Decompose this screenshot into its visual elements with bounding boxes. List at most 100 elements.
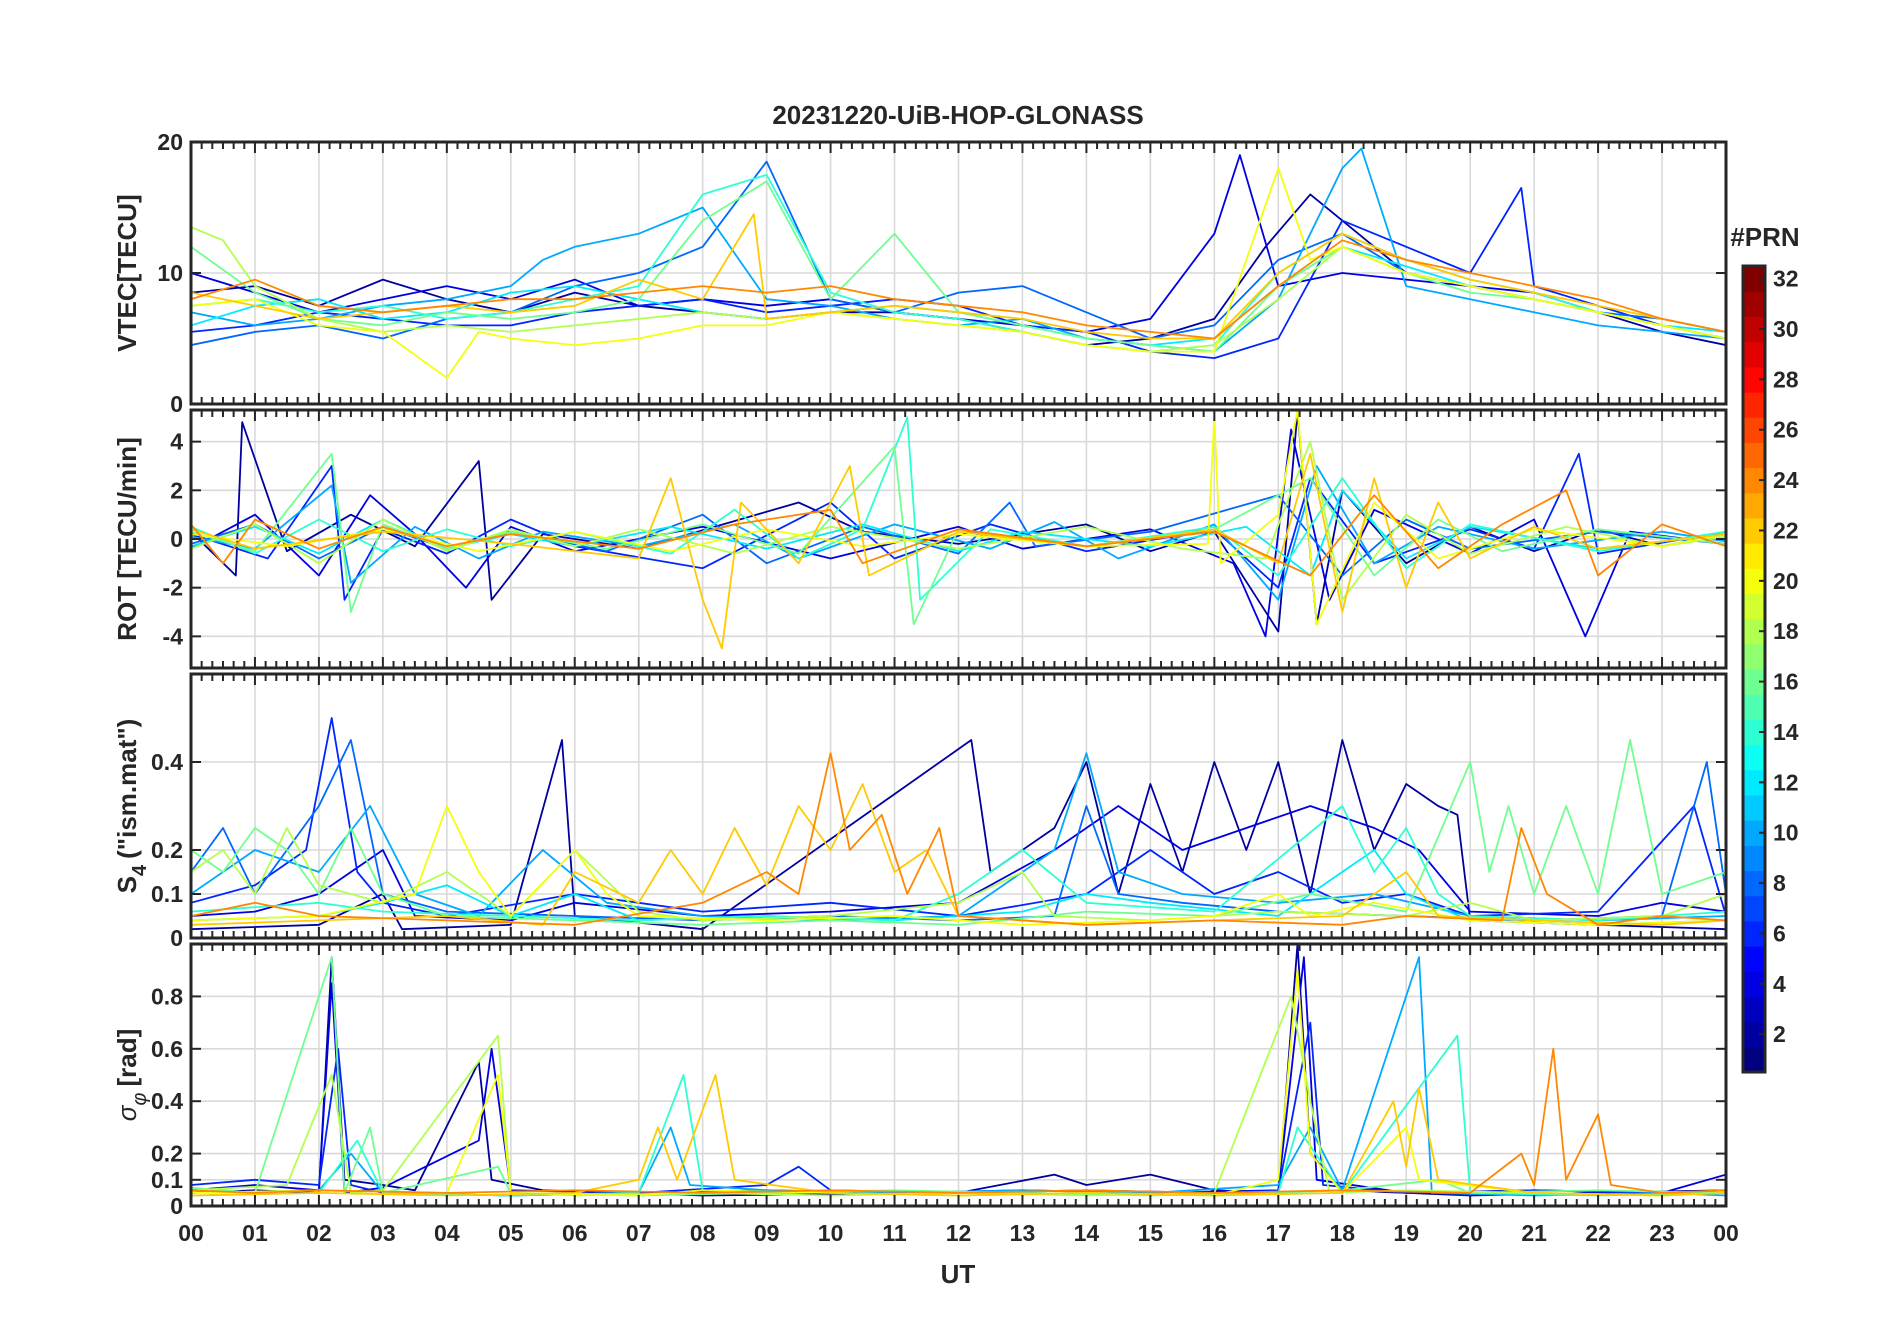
y-tick-label: 0.4: [151, 1088, 183, 1114]
colorbar-tick-label: 8: [1773, 870, 1786, 896]
colorbar-tick-label: 22: [1773, 517, 1799, 543]
y-tick-label: 0: [170, 1193, 183, 1219]
series-group-rot: [191, 410, 1726, 650]
y-axis-label-vtec: VTEC[TECU]: [112, 194, 142, 351]
panel-frame: [189, 942, 1728, 1208]
series-prn-14: [191, 805, 1726, 922]
x-tick-label: 07: [626, 1220, 652, 1246]
colorbar-band: [1743, 694, 1765, 720]
colorbar-band: [1743, 517, 1765, 544]
colorbar-band: [1743, 442, 1765, 469]
series-prn-22: [191, 452, 1726, 650]
colorbar-tick-label: 4: [1773, 971, 1786, 997]
colorbar-tick-label: 2: [1773, 1021, 1786, 1047]
y-label-rest: ("ism.mat"): [112, 719, 142, 859]
colorbar-band: [1743, 643, 1765, 670]
colorbar-tick-label: 20: [1773, 568, 1799, 594]
x-tick-label: 23: [1649, 1220, 1675, 1246]
colorbar-band: [1743, 794, 1765, 821]
grid-sigma: [191, 944, 1726, 1206]
colorbar-band: [1743, 744, 1765, 771]
x-tick-label: 12: [946, 1220, 972, 1246]
y-axis-label-sigma: σφ [rad]: [112, 1029, 151, 1122]
y-tick-label: 0.8: [151, 983, 183, 1009]
x-tick-label: 19: [1393, 1220, 1419, 1246]
series-prn-10: [191, 752, 1726, 922]
colorbar-band: [1743, 341, 1765, 368]
y-tick-label: 0.2: [151, 1141, 183, 1167]
panel-s4: 0 0.1 0.2 0.4 S4 ("ism.mat"): [112, 672, 1728, 951]
colorbar-frame: [1741, 264, 1767, 1074]
colorbar-band: [1743, 266, 1765, 292]
series-prn-16: [191, 739, 1726, 926]
y-tick-label: 0.2: [151, 837, 183, 863]
y-label-subscript: 4: [129, 864, 151, 876]
colorbar-band: [1743, 719, 1765, 746]
series-prn-2: [191, 739, 1726, 931]
series-prn-22: [191, 213, 1726, 340]
chart-title: 20231220-UiB-HOP-GLONASS: [772, 100, 1143, 130]
x-tick-label: 20: [1457, 1220, 1483, 1246]
x-tick-label: 00: [178, 1220, 204, 1246]
x-axis-label: UT: [941, 1259, 976, 1289]
colorbar-band: [1743, 568, 1765, 595]
y-axis-label-s4: S4 ("ism.mat"): [112, 719, 151, 894]
y-axis-label-rot: ROT [TECU/min]: [112, 437, 142, 641]
ticks-s4: [191, 674, 1726, 939]
x-tick-label: 00: [1713, 1220, 1739, 1246]
colorbar-tick-label: 6: [1773, 920, 1786, 946]
panel-rot: -4 -2 0 2 4 ROT [TECU/min]: [112, 408, 1728, 670]
x-tick-label: 10: [818, 1220, 844, 1246]
y-tick-label: 0.1: [151, 1167, 183, 1193]
y-label-main: S: [112, 876, 142, 893]
colorbar-tick-label: 32: [1773, 266, 1799, 292]
series-group-vtec: [191, 147, 1726, 379]
colorbar-tick-label: 14: [1773, 719, 1799, 745]
y-label-main: σ: [112, 1104, 142, 1121]
series-prn-20: [191, 167, 1726, 379]
colorbar-band: [1743, 316, 1765, 343]
y-tick-label: 0: [170, 391, 183, 417]
x-tick-label: 21: [1521, 1220, 1547, 1246]
panel-frame: [189, 408, 1728, 670]
colorbar-band: [1743, 920, 1765, 947]
series-prn-24: [191, 489, 1726, 577]
x-tick-label: 15: [1138, 1220, 1164, 1246]
colorbar-band: [1743, 291, 1765, 317]
grid-s4: [191, 674, 1726, 938]
grid-vtec: [191, 142, 1726, 404]
colorbar-band: [1743, 618, 1765, 645]
panel-frame: [189, 672, 1728, 940]
colorbar-tick-label: 18: [1773, 618, 1799, 644]
series-prn-22: [191, 783, 1726, 926]
x-tick-label: 01: [242, 1220, 268, 1246]
colorbar-band: [1743, 971, 1765, 998]
x-tick-label: 11: [882, 1220, 907, 1246]
colorbar-band: [1743, 366, 1765, 393]
colorbar-tick-label: 24: [1773, 467, 1799, 493]
colorbar-title: #PRN: [1730, 222, 1799, 252]
y-tick-label: 10: [157, 260, 183, 286]
colorbar-band: [1743, 996, 1765, 1023]
y-tick-label: 20: [157, 129, 183, 155]
x-tick-label: 14: [1074, 1220, 1100, 1246]
panel-vtec: 0 10 20 VTEC[TECU]: [112, 129, 1728, 417]
series-prn-14: [191, 416, 1726, 601]
x-tick-label: 09: [754, 1220, 780, 1246]
colorbar-band: [1743, 593, 1765, 620]
colorbar-band: [1743, 1021, 1765, 1048]
x-tick-label: 05: [498, 1220, 524, 1246]
colorbar-band: [1743, 870, 1765, 897]
colorbar-band: [1743, 895, 1765, 922]
x-tick-label: 03: [370, 1220, 396, 1246]
colorbar-band: [1743, 417, 1765, 443]
series-prn-24: [191, 752, 1726, 926]
colorbar-band: [1743, 1046, 1765, 1073]
x-tick-label: 04: [434, 1220, 460, 1246]
colorbar-band: [1743, 669, 1765, 695]
colorbar-band: [1743, 946, 1765, 972]
colorbar-tick-label: 12: [1773, 769, 1799, 795]
colorbar-band: [1743, 543, 1765, 569]
